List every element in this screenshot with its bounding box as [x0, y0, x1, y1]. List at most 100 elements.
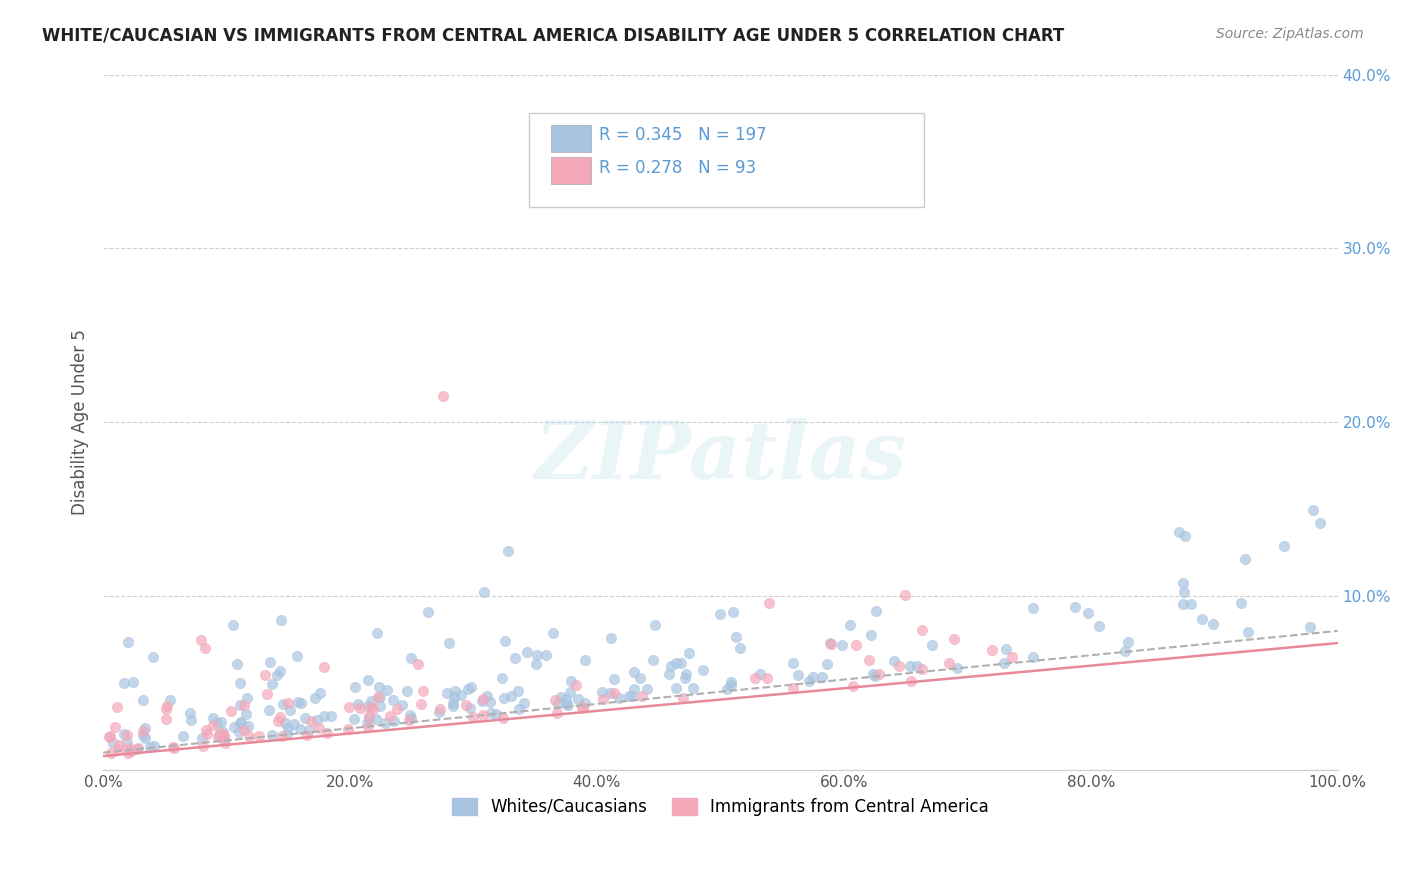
- Point: [159, 693, 181, 707]
- Point: [623, 681, 645, 696]
- Point: [641, 653, 664, 667]
- Point: [591, 685, 613, 699]
- Point: [672, 690, 695, 705]
- Point: [721, 606, 744, 620]
- Point: [381, 693, 404, 707]
- Point: [287, 695, 309, 709]
- Point: [357, 711, 380, 725]
- Point: [1202, 616, 1225, 631]
- Point: [101, 736, 124, 750]
- Point: [212, 729, 235, 743]
- Point: [782, 681, 804, 696]
- Text: R = 0.345   N = 197: R = 0.345 N = 197: [599, 126, 768, 144]
- Point: [112, 726, 135, 740]
- Point: [603, 672, 626, 686]
- Point: [262, 728, 284, 742]
- Point: [343, 712, 366, 726]
- Text: Source: ZipAtlas.com: Source: ZipAtlas.com: [1216, 27, 1364, 41]
- Point: [366, 712, 388, 726]
- Point: [716, 682, 738, 697]
- Point: [862, 666, 884, 681]
- Point: [484, 706, 506, 721]
- Point: [894, 588, 917, 602]
- Point: [443, 690, 465, 704]
- Point: [1077, 606, 1099, 620]
- Point: [818, 636, 841, 650]
- Point: [229, 675, 252, 690]
- Point: [229, 714, 252, 729]
- Point: [1191, 612, 1213, 626]
- Point: [142, 739, 165, 754]
- Point: [1114, 644, 1136, 658]
- Point: [457, 682, 479, 697]
- Y-axis label: Disability Age Under 5: Disability Age Under 5: [72, 329, 89, 516]
- Point: [163, 740, 186, 755]
- Point: [347, 697, 370, 711]
- Point: [105, 699, 128, 714]
- Point: [900, 673, 922, 688]
- Point: [131, 693, 153, 707]
- Point: [536, 648, 558, 662]
- Point: [195, 727, 218, 741]
- Point: [544, 693, 567, 707]
- Point: [236, 719, 259, 733]
- Point: [319, 708, 342, 723]
- Point: [337, 699, 360, 714]
- Point: [506, 684, 529, 698]
- Point: [269, 710, 291, 724]
- Point: [460, 680, 482, 694]
- Point: [314, 660, 336, 674]
- Point: [356, 716, 378, 731]
- Point: [316, 725, 339, 739]
- Text: R = 0.278   N = 93: R = 0.278 N = 93: [599, 160, 756, 178]
- Point: [201, 718, 224, 732]
- Point: [479, 706, 502, 721]
- Point: [744, 671, 766, 685]
- Point: [266, 668, 288, 682]
- Point: [273, 697, 295, 711]
- Point: [208, 728, 231, 742]
- Point: [367, 690, 389, 704]
- Point: [229, 698, 252, 712]
- Point: [993, 657, 1015, 671]
- Point: [439, 636, 461, 650]
- Point: [304, 690, 326, 705]
- Point: [665, 681, 688, 695]
- Point: [720, 678, 742, 692]
- Point: [360, 700, 382, 714]
- Point: [155, 702, 177, 716]
- Point: [132, 727, 155, 741]
- Point: [1116, 635, 1139, 649]
- Point: [209, 714, 232, 729]
- Point: [1302, 503, 1324, 517]
- Point: [942, 632, 965, 646]
- Point: [887, 658, 910, 673]
- Point: [357, 720, 380, 734]
- Point: [842, 679, 865, 693]
- Point: [107, 742, 129, 756]
- Point: [294, 711, 316, 725]
- Point: [270, 614, 292, 628]
- Point: [411, 697, 433, 711]
- Point: [441, 696, 464, 710]
- Point: [461, 709, 484, 723]
- Point: [492, 690, 515, 705]
- Point: [472, 707, 495, 722]
- Point: [259, 655, 281, 669]
- Point: [728, 640, 751, 655]
- Point: [491, 672, 513, 686]
- Point: [558, 685, 581, 699]
- Point: [524, 657, 547, 671]
- Point: [547, 696, 569, 710]
- Point: [269, 664, 291, 678]
- Point: [121, 675, 143, 690]
- Point: [571, 699, 593, 714]
- Point: [195, 723, 218, 737]
- Point: [368, 680, 391, 694]
- Point: [235, 707, 257, 722]
- Point: [665, 656, 688, 670]
- Point: [607, 690, 630, 705]
- Point: [1001, 650, 1024, 665]
- Point: [253, 668, 276, 682]
- Point: [555, 697, 578, 711]
